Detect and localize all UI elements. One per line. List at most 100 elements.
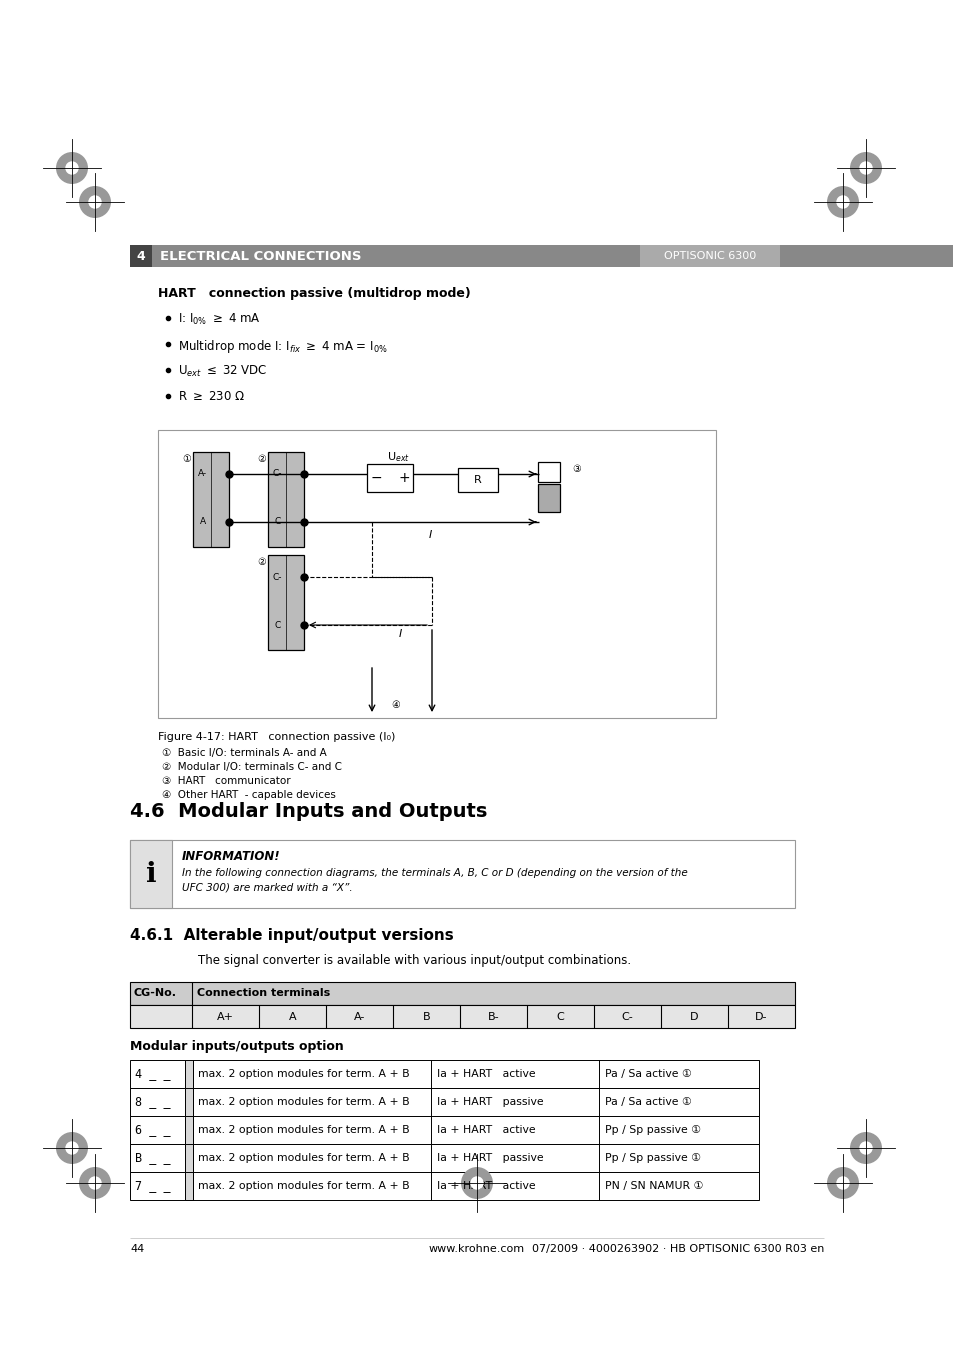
Circle shape bbox=[460, 1166, 493, 1199]
Text: A+: A+ bbox=[216, 1011, 233, 1022]
Text: ④: ④ bbox=[392, 701, 400, 710]
Circle shape bbox=[65, 1141, 79, 1154]
Text: 7 _ _: 7 _ _ bbox=[135, 1180, 171, 1192]
Text: Modular inputs/outputs option: Modular inputs/outputs option bbox=[130, 1040, 343, 1053]
Text: −: − bbox=[370, 471, 381, 485]
Text: ③: ③ bbox=[572, 464, 580, 474]
Text: Pp / Sp passive ①: Pp / Sp passive ① bbox=[604, 1125, 700, 1135]
Circle shape bbox=[859, 1141, 872, 1154]
Text: A: A bbox=[199, 517, 206, 526]
Circle shape bbox=[56, 1133, 88, 1164]
Text: U$_{ext}$ $\leq$ 32 VDC: U$_{ext}$ $\leq$ 32 VDC bbox=[178, 364, 267, 379]
Text: I: I$_{0\%}$ $\geq$ 4 mA: I: I$_{0\%}$ $\geq$ 4 mA bbox=[178, 312, 260, 327]
Text: ④  Other HART  - capable devices: ④ Other HART - capable devices bbox=[162, 790, 335, 801]
Text: +: + bbox=[397, 471, 410, 485]
Bar bbox=[185, 1116, 193, 1143]
Bar bbox=[130, 1060, 759, 1088]
Bar bbox=[130, 1116, 759, 1143]
Text: Ia + HART   passive: Ia + HART passive bbox=[436, 1153, 543, 1162]
Text: i: i bbox=[146, 860, 156, 887]
Text: Pa / Sa active ①: Pa / Sa active ① bbox=[604, 1098, 691, 1107]
Bar bbox=[130, 1172, 759, 1200]
Bar bbox=[130, 1004, 794, 1027]
Text: ②: ② bbox=[257, 558, 266, 567]
Text: ②: ② bbox=[257, 454, 266, 464]
Bar bbox=[780, 244, 953, 267]
Text: B-: B- bbox=[487, 1011, 498, 1022]
Text: B: B bbox=[422, 1011, 430, 1022]
Bar bbox=[185, 1060, 193, 1088]
Text: 8 _ _: 8 _ _ bbox=[135, 1095, 171, 1108]
Text: The signal converter is available with various input/output combinations.: The signal converter is available with v… bbox=[198, 954, 631, 967]
Text: ①: ① bbox=[182, 454, 192, 464]
Text: 4.6.1  Alterable input/output versions: 4.6.1 Alterable input/output versions bbox=[130, 927, 454, 944]
Bar bbox=[130, 840, 172, 909]
Text: 07/2009 · 4000263902 · HB OPTISONIC 6300 R03 en: 07/2009 · 4000263902 · HB OPTISONIC 6300… bbox=[531, 1243, 823, 1254]
Text: U$_{ext}$: U$_{ext}$ bbox=[386, 450, 409, 464]
Text: max. 2 option modules for term. A + B: max. 2 option modules for term. A + B bbox=[198, 1125, 409, 1135]
Circle shape bbox=[826, 1166, 858, 1199]
Bar bbox=[130, 981, 794, 1004]
Text: ③  HART   communicator: ③ HART communicator bbox=[162, 776, 291, 786]
Circle shape bbox=[836, 1176, 849, 1189]
Text: Ia + HART   active: Ia + HART active bbox=[436, 1181, 535, 1191]
Text: R $\geq$ 230 $\Omega$: R $\geq$ 230 $\Omega$ bbox=[178, 390, 245, 404]
Text: In the following connection diagrams, the terminals A, B, C or D (depending on t: In the following connection diagrams, th… bbox=[182, 868, 687, 878]
Text: A: A bbox=[289, 1011, 296, 1022]
Text: Ia + HART   active: Ia + HART active bbox=[436, 1125, 535, 1135]
Text: C-: C- bbox=[273, 470, 282, 478]
Text: max. 2 option modules for term. A + B: max. 2 option modules for term. A + B bbox=[198, 1181, 409, 1191]
Text: ELECTRICAL CONNECTIONS: ELECTRICAL CONNECTIONS bbox=[160, 250, 361, 262]
Text: B _ _: B _ _ bbox=[135, 1152, 171, 1165]
Circle shape bbox=[79, 186, 111, 217]
Text: Pa / Sa active ①: Pa / Sa active ① bbox=[604, 1069, 691, 1079]
Bar bbox=[185, 1172, 193, 1200]
Bar bbox=[537, 485, 559, 512]
Text: ①  Basic I/O: terminals A- and A: ① Basic I/O: terminals A- and A bbox=[162, 748, 327, 757]
Circle shape bbox=[470, 1176, 483, 1189]
Circle shape bbox=[859, 161, 872, 174]
Bar bbox=[185, 1088, 193, 1116]
Text: max. 2 option modules for term. A + B: max. 2 option modules for term. A + B bbox=[198, 1098, 409, 1107]
Text: 6 _ _: 6 _ _ bbox=[135, 1123, 171, 1137]
Circle shape bbox=[89, 1176, 102, 1189]
Text: max. 2 option modules for term. A + B: max. 2 option modules for term. A + B bbox=[198, 1069, 409, 1079]
Text: C-: C- bbox=[621, 1011, 633, 1022]
Text: I: I bbox=[398, 629, 401, 639]
Text: 4.6  Modular Inputs and Outputs: 4.6 Modular Inputs and Outputs bbox=[130, 802, 487, 821]
Text: A-: A- bbox=[354, 1011, 365, 1022]
Bar bbox=[268, 452, 304, 547]
Text: Multidrop mode I: I$_{fix}$ $\geq$ 4 mA = I$_{0\%}$: Multidrop mode I: I$_{fix}$ $\geq$ 4 mA … bbox=[178, 338, 387, 355]
Bar bbox=[367, 464, 413, 491]
Text: C: C bbox=[274, 517, 280, 526]
Bar bbox=[185, 1143, 193, 1172]
Bar bbox=[130, 1088, 759, 1116]
Text: C: C bbox=[274, 621, 280, 629]
Text: Pp / Sp passive ①: Pp / Sp passive ① bbox=[604, 1153, 700, 1162]
Text: ②  Modular I/O: terminals C- and C: ② Modular I/O: terminals C- and C bbox=[162, 761, 341, 772]
Text: 44: 44 bbox=[130, 1243, 144, 1254]
Bar bbox=[639, 244, 780, 267]
Circle shape bbox=[826, 186, 858, 217]
Text: Ia + HART   active: Ia + HART active bbox=[436, 1069, 535, 1079]
Bar bbox=[457, 468, 497, 491]
Text: Connection terminals: Connection terminals bbox=[196, 988, 330, 999]
Text: Figure 4-17: HART   connection passive (I₀): Figure 4-17: HART connection passive (I₀… bbox=[158, 732, 395, 742]
Circle shape bbox=[836, 196, 849, 209]
Text: www.krohne.com: www.krohne.com bbox=[429, 1243, 524, 1254]
Text: C: C bbox=[556, 1011, 564, 1022]
Circle shape bbox=[56, 153, 88, 184]
Bar bbox=[268, 555, 304, 649]
Text: max. 2 option modules for term. A + B: max. 2 option modules for term. A + B bbox=[198, 1153, 409, 1162]
Text: OPTISONIC 6300: OPTISONIC 6300 bbox=[663, 251, 756, 261]
Text: 4: 4 bbox=[136, 250, 145, 262]
Bar bbox=[130, 244, 639, 267]
Text: D-: D- bbox=[755, 1011, 767, 1022]
Text: D: D bbox=[690, 1011, 698, 1022]
Circle shape bbox=[89, 196, 102, 209]
Text: C-: C- bbox=[273, 572, 282, 582]
Bar bbox=[193, 452, 229, 547]
Text: Ia + HART   passive: Ia + HART passive bbox=[436, 1098, 543, 1107]
Text: A-: A- bbox=[198, 470, 207, 478]
Bar bbox=[130, 840, 794, 909]
